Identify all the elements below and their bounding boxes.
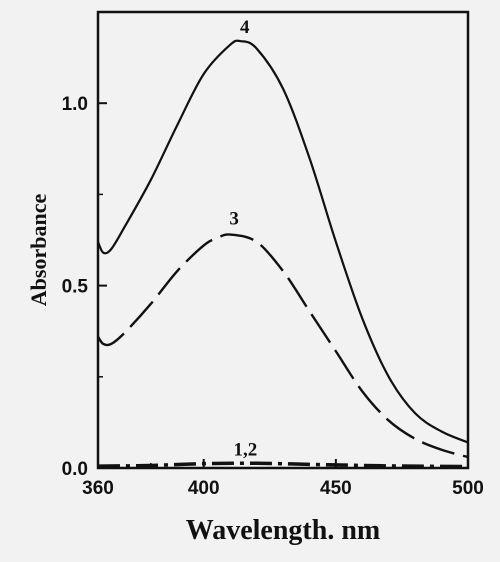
x-tick-label: 400	[188, 478, 220, 499]
plot-frame	[96, 10, 470, 470]
y-tick-label: 1.0	[62, 94, 88, 115]
x-axis-ticks: 360 400 450 500	[82, 459, 484, 499]
curve-label: 4	[240, 17, 250, 38]
y-axis-ticks: 0.0 0.5 1.0	[62, 94, 107, 480]
curve-labels: 431,2	[229, 17, 257, 460]
curve-label: 1,2	[234, 439, 258, 460]
series-line-1	[96, 39, 469, 444]
y-tick-label: 0.5	[62, 277, 89, 298]
x-tick-label: 450	[320, 478, 352, 499]
y-tick-label: 0.0	[62, 459, 88, 480]
series-layer	[96, 39, 469, 469]
curve-label: 3	[229, 209, 239, 230]
x-axis-label: Wavelength. nm	[186, 515, 380, 546]
y-axis-label: Absorbance	[26, 194, 51, 307]
series-line-2	[96, 233, 469, 459]
x-tick-label: 500	[452, 478, 484, 499]
x-tick-label: 360	[82, 478, 114, 499]
series-line-3	[97, 461, 469, 469]
